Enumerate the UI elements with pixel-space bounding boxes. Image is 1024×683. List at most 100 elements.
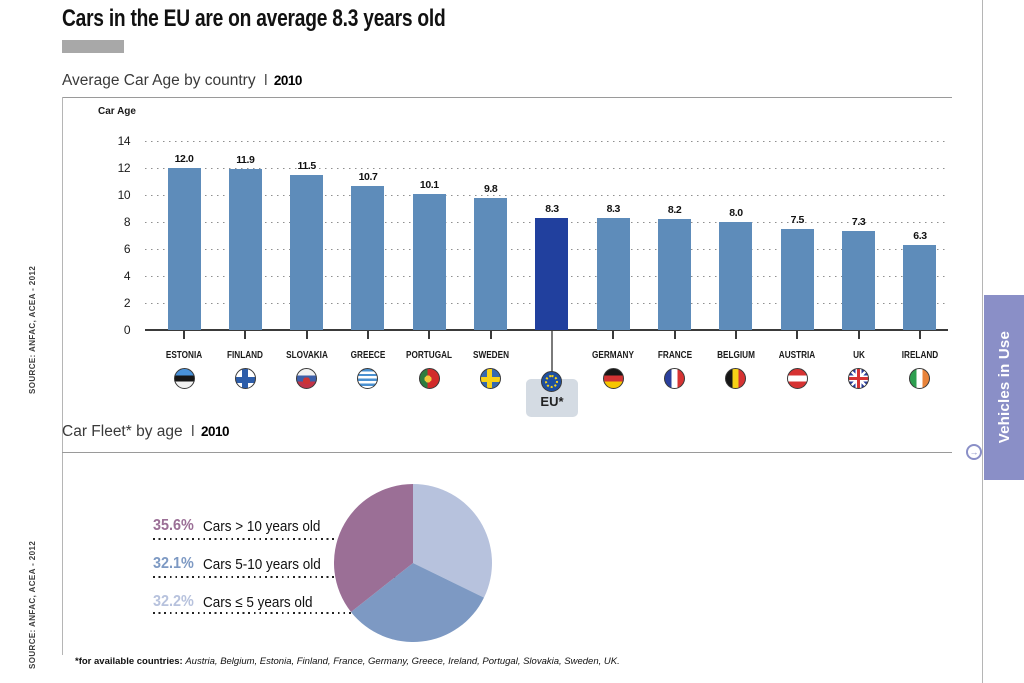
tab-vehicles-in-use[interactable]: Vehicles in Use [984, 295, 1024, 480]
leader-line-5-10y [153, 576, 413, 578]
y-axis-title: Car Age [98, 106, 136, 117]
legend-label-5-10y: Cars 5-10 years old [203, 556, 321, 573]
gridline-4 [145, 276, 948, 278]
country-label-sweden: SWEDEN [472, 350, 509, 361]
page-edge-divider [982, 0, 983, 683]
y-tick-label-2: 2 [123, 296, 131, 310]
y-tick-label-6: 6 [123, 242, 131, 256]
x-tick [244, 331, 247, 339]
bar-value-label: 8.3 [545, 202, 559, 215]
legend-label-under-5y: Cars ≤ 5 years old [203, 594, 313, 611]
bar-value-label: 11.5 [297, 159, 317, 172]
greece-flag-icon [357, 368, 379, 389]
x-tick [305, 331, 308, 339]
bar-ireland [903, 244, 937, 330]
country-label-portugal: PORTUGAL [406, 350, 453, 361]
bar-section-year: 2010 [273, 73, 303, 88]
bar-france [658, 219, 692, 330]
y-tick-label-14: 14 [117, 134, 131, 148]
footnote: *for available countries: Austria, Belgi… [75, 656, 620, 667]
title-separator: I [263, 72, 268, 89]
footnote-country-list: Austria, Belgium, Estonia, Finland, Fran… [185, 656, 620, 667]
pie-section-title: Car Fleet* by age I 2010 [62, 423, 229, 441]
x-tick [366, 331, 369, 339]
x-axis-line [145, 329, 948, 331]
y-tick-label-0: 0 [123, 323, 131, 337]
bar-value-label: 8.3 [606, 202, 621, 215]
x-tick [612, 331, 615, 339]
country-label-estonia: ESTONIA [165, 350, 203, 361]
bar-section-title: Average Car Age by country I 2010 [62, 72, 302, 90]
bar-austria [780, 228, 814, 330]
france-flag-icon [664, 368, 686, 389]
gridline-12 [145, 168, 948, 170]
tab-vehicles-in-use-label: Vehicles in Use [995, 331, 1013, 444]
gridline-8 [145, 222, 948, 224]
pie-section-title-text: Car Fleet* by age [62, 423, 183, 440]
bar-sweden [474, 197, 508, 330]
bar-chart-source: SOURCE: ANFAC, ACEA - 2012 [28, 265, 37, 394]
pie-chart-source: SOURCE: ANFAC, ACEA - 2012 [28, 540, 37, 669]
country-label-slovakia: SLOVAKIA [285, 350, 328, 361]
eu-badge: EU* [525, 379, 578, 417]
pie-panel-border-top [62, 452, 952, 453]
y-tick-label-4: 4 [123, 269, 131, 283]
title-separator: I [190, 423, 195, 440]
bar-belgium [719, 222, 753, 330]
bar-value-label: 7.5 [790, 213, 805, 226]
y-tick-label-8: 8 [123, 215, 131, 229]
tab-arrow-icon[interactable]: → [966, 444, 982, 460]
gridline-10 [145, 195, 948, 197]
germany-flag-icon [602, 368, 624, 389]
bar-value-label: 10.7 [358, 170, 378, 183]
country-label-greece: GREECE [350, 350, 386, 361]
bar-uk [842, 231, 876, 330]
pie-slice-1 [350, 563, 484, 642]
gridline-6 [145, 249, 948, 251]
bar-portugal [412, 193, 446, 330]
portugal-flag-icon [418, 368, 440, 389]
bar-value-label: 8.0 [729, 207, 743, 219]
eu-callout-line [550, 331, 553, 375]
gridline-14 [145, 141, 948, 143]
country-label-belgium: BELGIUM [717, 350, 755, 361]
x-tick [734, 331, 737, 339]
x-tick [489, 331, 492, 339]
bar-germany [596, 217, 630, 330]
title-underline-swatch [62, 40, 124, 53]
x-tick [918, 331, 921, 339]
bar-value-label: 10.1 [419, 178, 439, 191]
legend-pct-5-10y: 32.1% [153, 555, 194, 572]
bar-finland [228, 169, 262, 330]
uk-flag-icon [848, 368, 870, 389]
country-label-france: FRANCE [657, 350, 692, 361]
austria-flag-icon [786, 368, 808, 389]
x-tick [428, 331, 431, 339]
x-tick [673, 331, 676, 339]
pie-slice-2 [413, 484, 492, 598]
country-label-finland: FINLAND [227, 350, 264, 361]
legend-pct-under-5y: 32.2% [153, 593, 194, 610]
bar-value-label: 8.2 [667, 204, 682, 217]
bar-value-label: 6.3 [913, 229, 927, 242]
slovakia-flag-icon [296, 368, 318, 389]
bar-section-title-text: Average Car Age by country [62, 72, 256, 89]
x-tick [857, 331, 860, 339]
legend-pct-over-10y: 35.6% [153, 517, 194, 534]
pie-section-year: 2010 [200, 424, 230, 439]
bar-value-label: 11.9 [236, 154, 255, 167]
country-label-uk: UK [852, 350, 865, 361]
bar-greece [351, 185, 385, 330]
bar-value-label: 9.8 [483, 182, 498, 195]
bar-slovakia [290, 174, 324, 330]
x-tick [796, 331, 799, 339]
finland-flag-icon [234, 368, 256, 389]
leader-line-over-10y [153, 538, 391, 540]
country-label-austria: AUSTRIA [779, 350, 816, 361]
x-tick [183, 331, 185, 339]
y-tick-label-10: 10 [117, 188, 131, 202]
country-label-germany: GERMANY [592, 350, 635, 361]
leader-line-under-5y [153, 612, 433, 614]
